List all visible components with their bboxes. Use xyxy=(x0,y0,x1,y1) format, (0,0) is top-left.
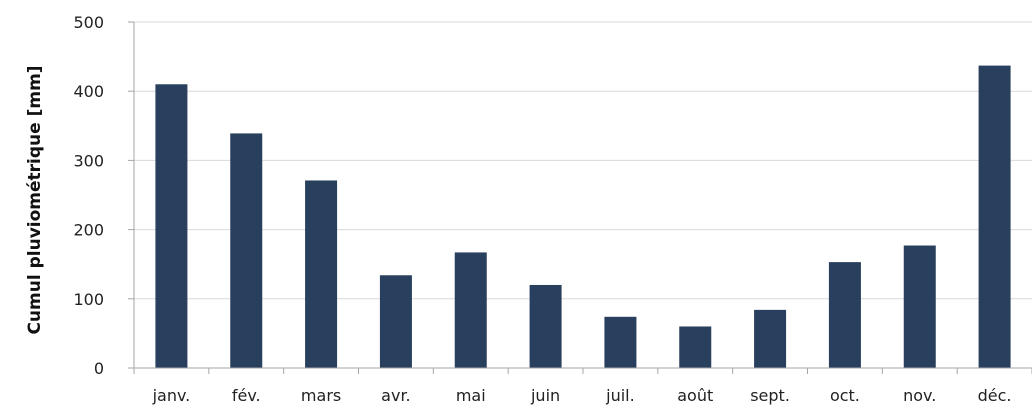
axes xyxy=(128,21,1032,374)
x-tick-label: oct. xyxy=(830,386,860,405)
y-tick-label: 0 xyxy=(94,359,104,378)
y-tick-label: 200 xyxy=(73,221,104,240)
bar-5 xyxy=(529,284,562,368)
x-tick-label: juin xyxy=(530,386,560,405)
bar-11 xyxy=(978,65,1011,368)
bar-8 xyxy=(754,309,787,368)
x-tick-label: mai xyxy=(456,386,486,405)
bar-3 xyxy=(379,275,412,368)
gridlines xyxy=(134,21,1032,300)
bar-10 xyxy=(903,245,936,368)
bar-6 xyxy=(604,316,637,368)
x-tick-label: fév. xyxy=(232,386,261,405)
bar-1 xyxy=(230,133,263,368)
x-tick-label: juil. xyxy=(605,386,635,405)
x-tick-label: mars xyxy=(301,386,341,405)
x-tick-labels: janv. fév. mars avr. mai juin juil. août sept. oc… xyxy=(152,386,1012,405)
y-tick-labels: 0 100 200 300 400 500 xyxy=(73,13,104,378)
y-axis-title: Cumul pluviométrique [mm] xyxy=(25,65,45,334)
x-tick-label: déc. xyxy=(978,386,1012,405)
bars xyxy=(155,65,1011,368)
bar-2 xyxy=(305,180,338,368)
bar-9 xyxy=(828,262,861,368)
bar-0 xyxy=(155,84,188,368)
x-tick-label: nov. xyxy=(903,386,936,405)
y-tick-label: 100 xyxy=(73,290,104,309)
bar-7 xyxy=(679,326,712,368)
y-tick-label: 300 xyxy=(73,151,104,170)
bar-4 xyxy=(454,252,487,368)
y-tick-label: 400 xyxy=(73,82,104,101)
x-tick-label: janv. xyxy=(152,386,191,405)
x-tick-label: août xyxy=(677,386,713,405)
y-tick-label: 500 xyxy=(73,13,104,32)
x-tick-label: sept. xyxy=(750,386,790,405)
x-tick-label: avr. xyxy=(381,386,410,405)
